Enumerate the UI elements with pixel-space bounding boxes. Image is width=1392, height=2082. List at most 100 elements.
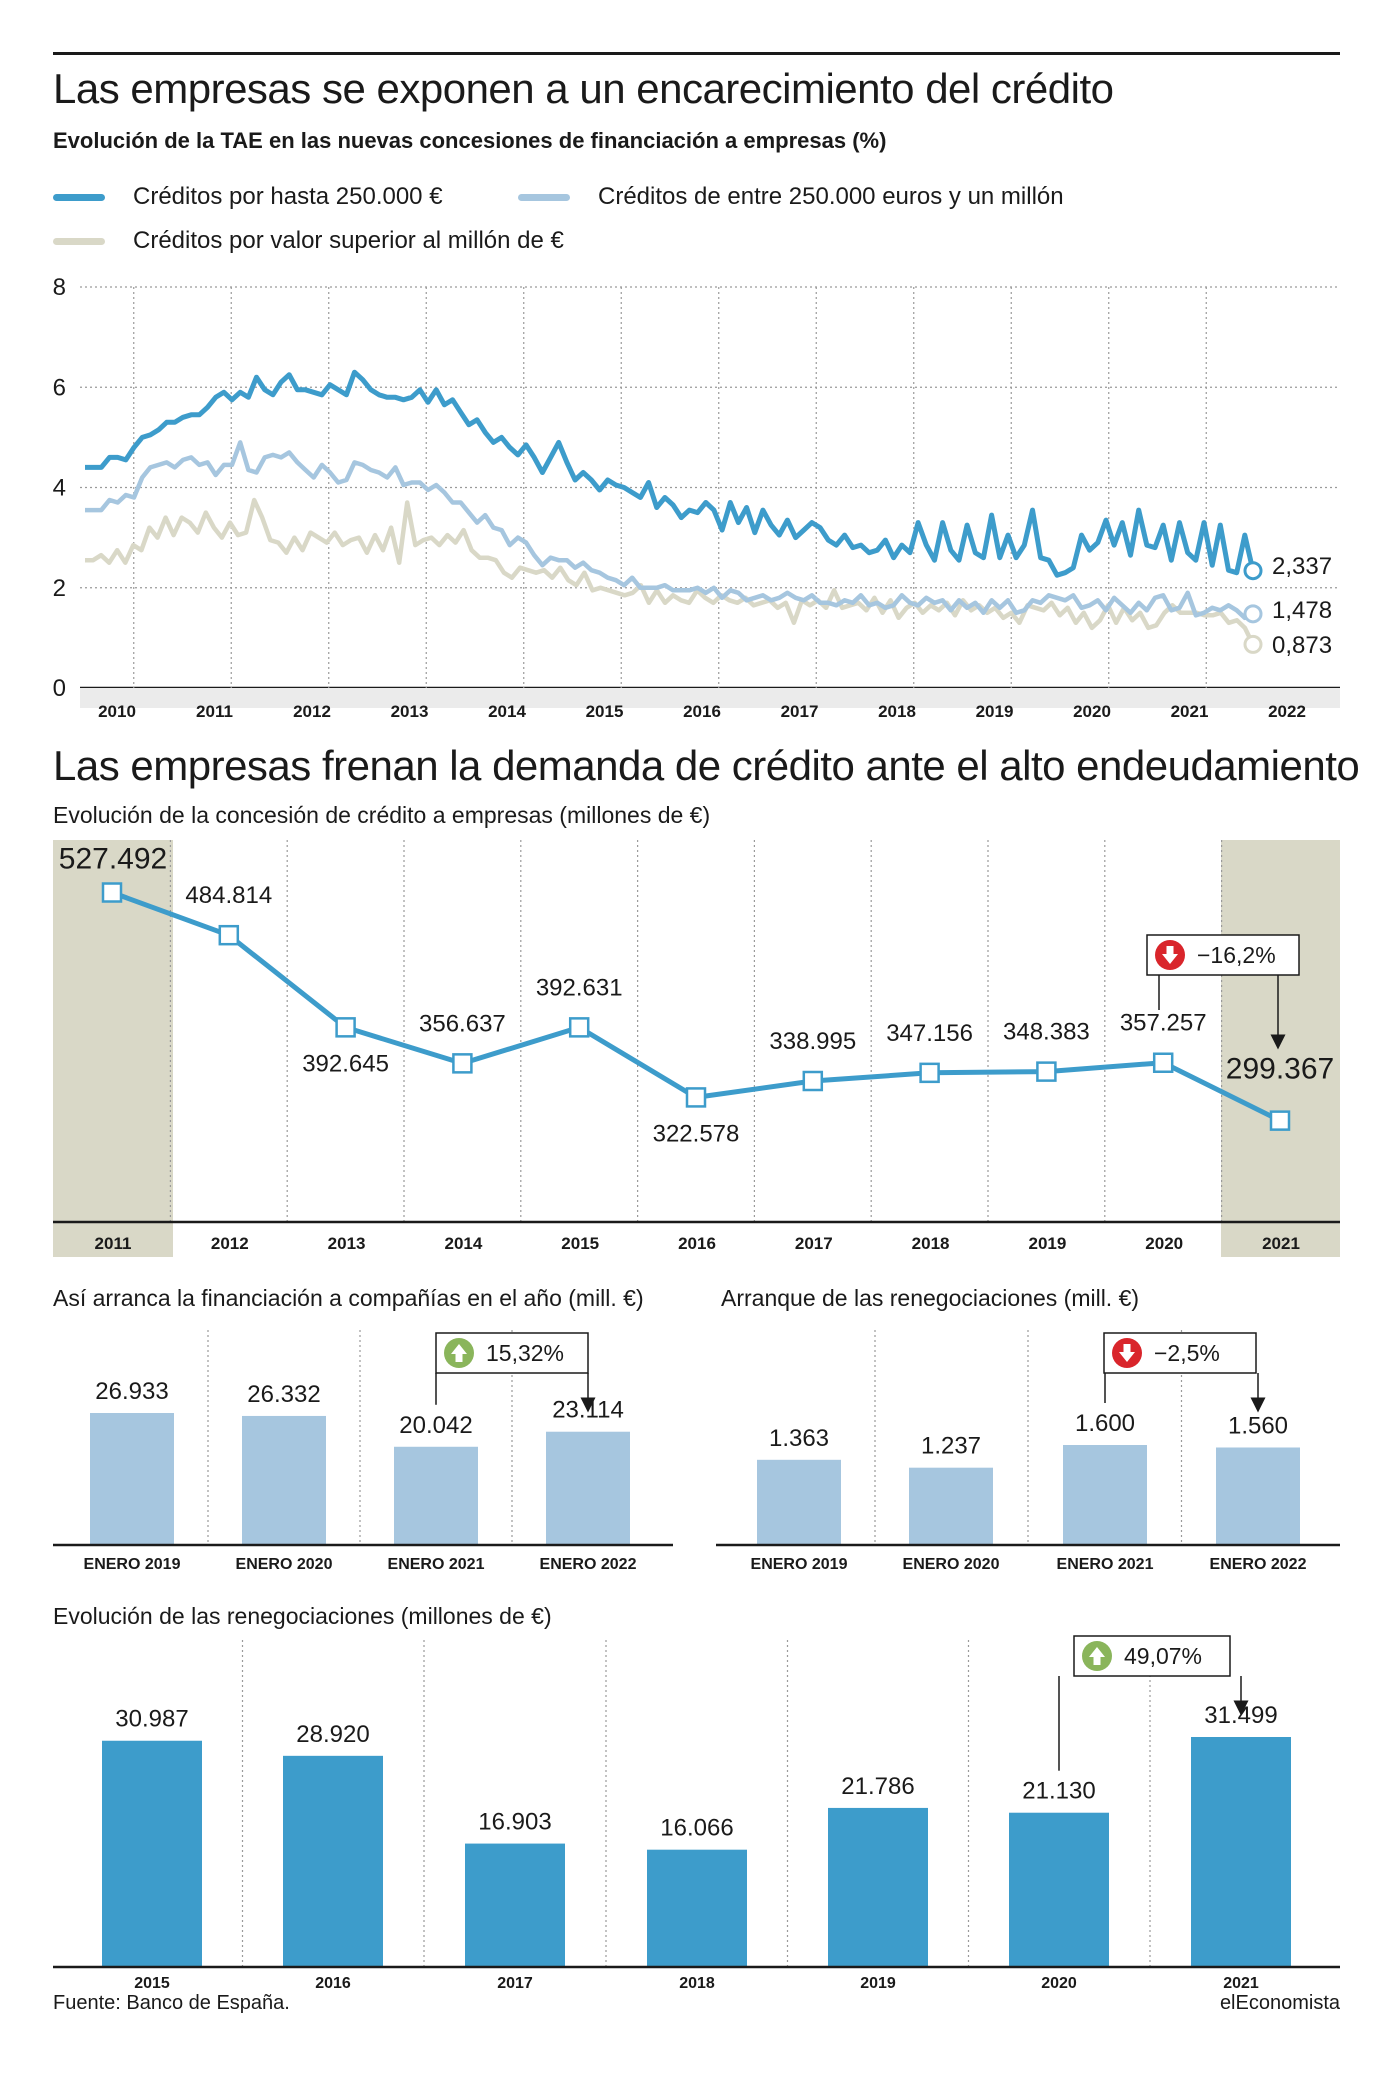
renegotiation-evolution-bar-label: 30.987 — [115, 1706, 188, 1733]
x-tick-label: 2014 — [488, 702, 526, 721]
jan-financing-x-tick-label: ENERO 2022 — [540, 1556, 637, 1573]
jan-renegotiation-change-badge-label: −2,5% — [1154, 1340, 1220, 1366]
data-label: 484.814 — [185, 882, 272, 909]
data-point-marker — [1036, 1061, 1057, 1082]
legend-item-1: Créditos por hasta 250.000 € — [53, 183, 443, 211]
jan-financing-change-badge-label: 15,32% — [486, 1340, 564, 1366]
x-tick-label: 2014 — [444, 1234, 482, 1253]
renegotiation-evolution-x-tick-label: 2018 — [679, 1975, 715, 1992]
renegotiation-evolution-bar — [828, 1807, 928, 1967]
data-point-marker — [568, 1017, 590, 1038]
x-tick-label: 2011 — [95, 1234, 132, 1253]
jan-financing-bar — [546, 1431, 630, 1545]
chart2-title: Las empresas frenan la demanda de crédit… — [53, 742, 1360, 789]
arrow-up-icon — [451, 1344, 467, 1362]
x-tick-label: 2011 — [196, 702, 233, 721]
x-tick-label: 2019 — [1028, 1234, 1066, 1253]
renegotiation-evolution-bar — [465, 1843, 565, 1967]
data-point-marker — [685, 1087, 707, 1108]
series-end-marker-3 — [1243, 634, 1263, 654]
renegotiation-evolution-bar-label: 21.786 — [841, 1773, 914, 1800]
jan-renegotiation-x-tick-label: ENERO 2021 — [1057, 1556, 1154, 1573]
series-end-marker-1 — [1243, 561, 1263, 581]
series-end-marker-2 — [1243, 604, 1263, 624]
renegotiation-evolution-x-tick-label: 2020 — [1041, 1975, 1077, 1992]
x-tick-label: 2013 — [328, 1234, 366, 1253]
data-point-marker — [335, 1017, 356, 1038]
highlight-band-2021 — [1221, 840, 1340, 1257]
renegotiation-evolution-bar — [283, 1755, 383, 1967]
data-point-marker — [1269, 1110, 1291, 1131]
renegotiation-evolution-x-tick-label: 2021 — [1223, 1975, 1259, 1992]
x-tick-label: 2015 — [561, 1234, 599, 1253]
jan-financing-bar-label: 20.042 — [399, 1412, 472, 1439]
jan-financing-bar-label: 26.332 — [247, 1381, 320, 1408]
series-end-label-2: 1,478 — [1272, 597, 1332, 624]
jan-financing-bar — [90, 1413, 174, 1545]
data-point-marker — [218, 924, 240, 946]
data-label: 392.631 — [536, 974, 623, 1001]
x-tick-label: 2020 — [1145, 1234, 1183, 1253]
series-end-label-1: 2,337 — [1272, 553, 1332, 580]
jan-renegotiation-bar-label: 1.363 — [769, 1425, 829, 1452]
data-label: 338.995 — [769, 1028, 856, 1055]
renegotiation-evolution-x-tick-label: 2015 — [134, 1975, 170, 1992]
legend-item-3: Créditos por valor superior al millón de… — [53, 227, 564, 255]
data-label: 347.156 — [886, 1020, 973, 1047]
jan-financing-x-tick-label: ENERO 2021 — [388, 1556, 485, 1573]
x-axis-band — [80, 688, 1340, 708]
x-tick-label: 2012 — [211, 1234, 249, 1253]
data-label: 322.578 — [653, 1120, 740, 1147]
data-label: 299.367 — [1226, 1053, 1334, 1086]
legend-label-2: Créditos de entre 250.000 euros y un mil… — [598, 183, 1064, 210]
jan-financing-bar — [242, 1415, 326, 1545]
jan-renegotiation-x-tick-label: ENERO 2020 — [903, 1556, 1000, 1573]
renegotiation-evolution-bar — [102, 1740, 202, 1967]
renegotiation-evolution-bar-label: 28.920 — [296, 1721, 369, 1748]
y-tick-label: 4 — [53, 475, 66, 502]
chart5-title: Evolución de las renegociaciones (millon… — [53, 1603, 552, 1629]
renegotiation-evolution-bar — [1009, 1812, 1109, 1967]
renegotiation-evolution-bar — [647, 1849, 747, 1967]
renegotiation-evolution-bar — [1191, 1737, 1291, 1967]
legend-swatch-1 — [53, 193, 105, 201]
x-tick-label: 2016 — [678, 1234, 716, 1253]
data-point-marker — [802, 1070, 824, 1092]
x-tick-label: 2012 — [293, 702, 331, 721]
jan-renegotiation-bar — [757, 1459, 841, 1545]
series-line-3 — [85, 497, 1256, 646]
brand-logo: elEconomista — [1219, 1992, 1340, 2014]
data-label: 527.492 — [59, 843, 167, 876]
arrow-down-icon — [1119, 1344, 1135, 1362]
chart4-title: Arranque de las renegociaciones (mill. €… — [721, 1285, 1140, 1311]
x-tick-label: 2022 — [1268, 702, 1306, 721]
jan-renegotiation-bar-label: 1.237 — [921, 1433, 981, 1460]
x-tick-label: 2015 — [586, 702, 624, 721]
chart2-subtitle: Evolución de la concesión de crédito a e… — [53, 802, 711, 828]
renegotiation-evolution-x-tick-label: 2016 — [315, 1975, 351, 1992]
x-tick-label: 2018 — [878, 702, 916, 721]
renegotiation-evolution-change-badge-label: 49,07% — [1124, 1643, 1202, 1669]
renegotiation-evolution-bar-label: 16.903 — [478, 1809, 551, 1836]
arrow-up-icon — [1089, 1647, 1105, 1665]
y-tick-label: 0 — [53, 675, 66, 702]
data-label: 357.257 — [1120, 1010, 1207, 1037]
source-note: Fuente: Banco de España. — [53, 1992, 290, 2014]
legend-swatch-2 — [518, 193, 570, 201]
x-tick-label: 2019 — [976, 702, 1014, 721]
series-end-label-3: 0,873 — [1272, 632, 1332, 659]
top-rule — [53, 52, 1340, 55]
chart1-title: Las empresas se exponen a un encarecimie… — [53, 65, 1114, 112]
x-tick-label: 2016 — [683, 702, 721, 721]
x-tick-label: 2021 — [1262, 1234, 1300, 1253]
change-badge-credit-label: −16,2% — [1197, 942, 1276, 968]
data-label: 392.645 — [302, 1050, 389, 1077]
jan-financing-bar — [394, 1446, 478, 1545]
arrow-down-icon — [1162, 946, 1178, 964]
jan-financing-x-tick-label: ENERO 2020 — [236, 1556, 333, 1573]
y-tick-label: 6 — [53, 374, 66, 401]
x-tick-label: 2013 — [391, 702, 429, 721]
jan-renegotiation-bar — [909, 1467, 993, 1545]
renegotiation-evolution-bar-label: 21.130 — [1022, 1778, 1095, 1805]
